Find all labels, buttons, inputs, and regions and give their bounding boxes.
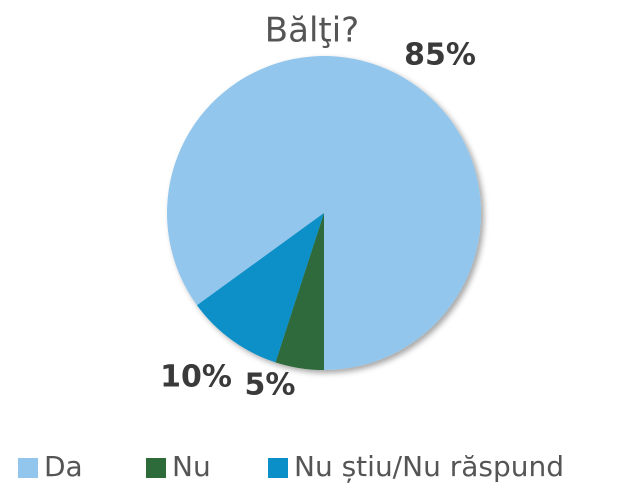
- data-label: 5%: [245, 368, 296, 403]
- pie-slice: [275, 213, 324, 370]
- legend-swatch: [18, 458, 38, 478]
- legend-label: Nu: [172, 450, 211, 483]
- legend-swatch: [146, 458, 166, 478]
- legend-label: Da: [44, 450, 83, 483]
- data-label: 10%: [160, 360, 232, 395]
- data-label: 85%: [404, 38, 476, 73]
- pie-slice: [167, 56, 482, 371]
- chart-title: Bălţi?: [265, 11, 359, 51]
- pie-slice: [196, 213, 324, 363]
- pie: [167, 56, 482, 371]
- legend-swatch: [268, 458, 288, 478]
- legend-label: Nu știu/Nu răspund: [294, 450, 564, 483]
